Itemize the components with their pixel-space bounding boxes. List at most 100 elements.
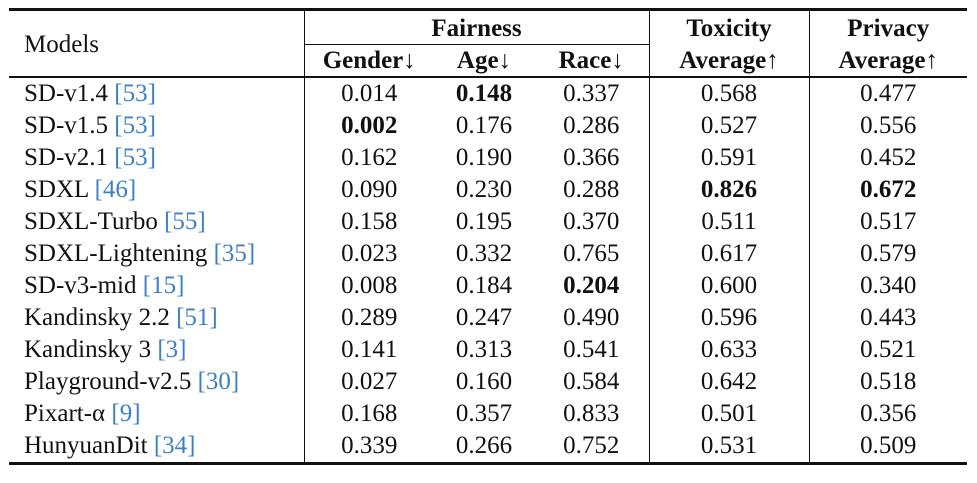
table-row: SD-v2.1 [53] 0.162 0.190 0.366 0.591 0.452 [9, 142, 967, 174]
privacy-value: 0.518 [860, 368, 917, 395]
table-row: HunyuanDit [34] 0.339 0.266 0.752 0.531 0.509 [9, 430, 967, 465]
gender-value: 0.289 [341, 304, 398, 331]
age-value: 0.190 [455, 144, 513, 171]
toxicity-value: 0.600 [649, 270, 810, 302]
race-value: 0.541 [534, 334, 650, 366]
toxicity-value: 0.617 [649, 238, 810, 270]
citation-link[interactable]: [15] [142, 272, 185, 299]
header-gender: Gender↓ [304, 44, 434, 78]
table-row: SD-v3-mid [15] 0.008 0.184 0.204 0.600 0.340 [9, 270, 967, 302]
toxicity-value: 0.527 [649, 110, 810, 142]
model-name: Kandinsky 2.2 [24, 304, 170, 331]
table-body: SD-v1.4 [53] 0.014 0.148 0.337 0.568 0.477 SD-… [9, 77, 967, 465]
table-row: Kandinsky 2.2 [51] 0.289 0.247 0.490 0.596 0.… [9, 302, 967, 334]
model-name: SD-v1.5 [24, 112, 109, 139]
age-value: 0.160 [455, 368, 513, 395]
model-cell: SD-v2.1 [53] [9, 142, 305, 174]
toxicity-value: 0.642 [649, 366, 810, 398]
results-table: Models Fairness Toxicity Privacy Gender↓… [9, 8, 967, 465]
gender-value: 0.027 [341, 368, 398, 395]
model-name: SD-v2.1 [24, 144, 109, 171]
model-cell: SDXL [46] [9, 174, 305, 206]
header-models: Models [9, 8, 305, 78]
gender-value: 0.168 [341, 400, 398, 427]
toxicity-value: 0.633 [649, 334, 810, 366]
race-value: 0.337 [534, 77, 650, 110]
model-name: SDXL [24, 176, 89, 203]
toxicity-value: 0.591 [649, 142, 810, 174]
gender-value: 0.162 [341, 144, 398, 171]
model-name: Kandinsky 3 [24, 336, 152, 363]
model-name: SDXL-Lightening [24, 240, 208, 267]
race-value: 0.752 [534, 430, 650, 465]
table-row: Playground-v2.5 [30] 0.027 0.160 0.584 0.642… [9, 366, 967, 398]
model-cell: SD-v1.4 [53] [9, 77, 305, 110]
age-value: 0.176 [455, 112, 513, 139]
citation-link[interactable]: [34] [153, 432, 196, 459]
citation-link[interactable]: [53] [114, 144, 156, 171]
toxicity-value: 0.596 [649, 302, 810, 334]
model-cell: Pixart-α [9] [9, 398, 305, 430]
header-privacy: Privacy [809, 8, 967, 45]
privacy-value: 0.521 [860, 336, 917, 363]
privacy-value: 0.556 [860, 112, 917, 139]
table-row: SD-v1.4 [53] 0.014 0.148 0.337 0.568 0.477 [9, 77, 967, 110]
citation-link[interactable]: [46] [94, 176, 137, 203]
privacy-value: 0.477 [860, 80, 917, 107]
model-name: SD-v3-mid [24, 272, 137, 299]
model-name: Pixart-α [24, 400, 106, 427]
age-value: 0.357 [455, 400, 513, 427]
header-race: Race↓ [534, 44, 650, 78]
model-name: SDXL-Turbo [24, 208, 158, 235]
gender-value: 0.141 [341, 336, 398, 363]
age-value: 0.184 [455, 272, 513, 299]
toxicity-value: 0.531 [649, 430, 810, 465]
gender-value: 0.090 [341, 176, 398, 203]
age-value: 0.332 [455, 240, 513, 267]
race-value: 0.584 [534, 366, 650, 398]
citation-link[interactable]: [3] [157, 336, 187, 363]
gender-value: 0.339 [304, 430, 434, 465]
privacy-value: 0.443 [860, 304, 917, 331]
privacy-value: 0.672 [860, 176, 917, 203]
citation-link[interactable]: [53] [114, 112, 156, 139]
header-privacy-average: Average↑ [809, 44, 967, 78]
race-value: 0.286 [534, 110, 650, 142]
age-value: 0.195 [455, 208, 513, 235]
header-age: Age↓ [434, 44, 534, 78]
table-row: SDXL-Turbo [55] 0.158 0.195 0.370 0.511 0.517 [9, 206, 967, 238]
gender-value: 0.002 [341, 112, 398, 139]
race-value: 0.204 [534, 270, 650, 302]
model-cell: SD-v1.5 [53] [9, 110, 305, 142]
table-row: Kandinsky 3 [3] 0.141 0.313 0.541 0.633 0.521 [9, 334, 967, 366]
citation-link[interactable]: [55] [164, 208, 206, 235]
model-cell: Playground-v2.5 [30] [9, 366, 305, 398]
citation-link[interactable]: [53] [114, 80, 156, 107]
model-name: SD-v1.4 [24, 80, 109, 107]
privacy-value: 0.452 [860, 144, 917, 171]
citation-link[interactable]: [30] [197, 368, 240, 395]
gender-value: 0.014 [341, 80, 398, 107]
gender-value: 0.008 [341, 272, 398, 299]
table-row: SD-v1.5 [53] 0.002 0.176 0.286 0.527 0.556 [9, 110, 967, 142]
model-cell: SD-v3-mid [15] [9, 270, 305, 302]
model-cell: Kandinsky 3 [3] [9, 334, 305, 366]
table-row: SDXL [46] 0.090 0.230 0.288 0.826 0.672 [9, 174, 967, 206]
citation-link[interactable]: [35] [213, 240, 256, 267]
toxicity-value: 0.511 [649, 206, 810, 238]
race-value: 0.288 [534, 174, 650, 206]
citation-link[interactable]: [9] [111, 400, 141, 427]
privacy-value: 0.340 [860, 272, 917, 299]
model-name: Playground-v2.5 [24, 368, 192, 395]
toxicity-value: 0.826 [649, 174, 810, 206]
age-value: 0.247 [455, 304, 513, 331]
privacy-value: 0.356 [860, 400, 917, 427]
toxicity-value: 0.568 [649, 77, 810, 110]
privacy-value: 0.509 [809, 430, 967, 465]
citation-link[interactable]: [51] [176, 304, 218, 331]
header-toxicity: Toxicity [649, 8, 810, 45]
gender-value: 0.023 [341, 240, 398, 267]
model-cell: SDXL-Turbo [55] [9, 206, 305, 238]
privacy-value: 0.579 [860, 240, 917, 267]
table-row: SDXL-Lightening [35] 0.023 0.332 0.765 0.617… [9, 238, 967, 270]
